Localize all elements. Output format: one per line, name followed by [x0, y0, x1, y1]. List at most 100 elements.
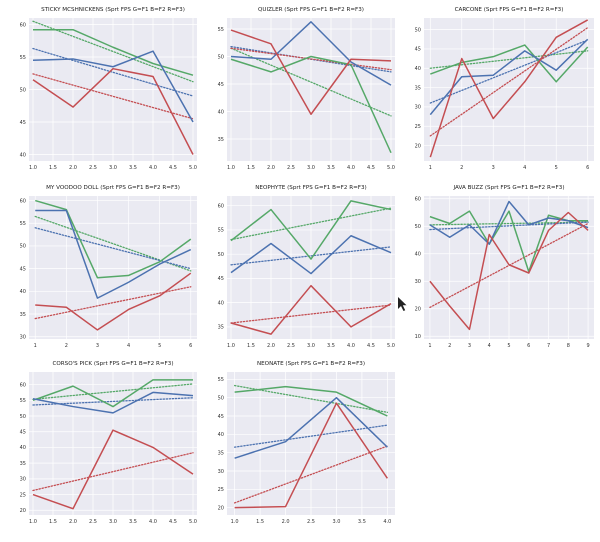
y-tick-label: 40: [415, 66, 421, 72]
trend-line-red: [32, 452, 194, 492]
x-tick-label: 1.0: [231, 519, 239, 525]
x-tick-label: 1: [34, 343, 37, 349]
x-tick-label: 3: [468, 343, 471, 349]
x-tick-label: 3: [96, 343, 99, 349]
x-tick-label: 1.5: [49, 165, 57, 171]
series-line-red: [32, 429, 194, 510]
y-tick-label: 30: [20, 477, 26, 483]
series-line-blue: [429, 200, 589, 245]
y-tick-label: 40: [218, 432, 224, 438]
trend-line-blue: [429, 221, 589, 231]
x-tick-label: 4.5: [169, 519, 177, 525]
x-tick-label: 2.5: [287, 343, 295, 349]
x-tick-label: 5.0: [387, 165, 395, 171]
y-tick-label: 50: [218, 395, 224, 401]
y-tick-label: 20: [415, 143, 421, 149]
y-tick-label: 50: [218, 252, 224, 258]
x-tick-label: 4: [127, 343, 130, 349]
series-line-green: [230, 200, 392, 260]
x-tick-label: 1: [429, 165, 432, 171]
series-line-blue: [32, 391, 194, 414]
y-tick-label: 50: [20, 414, 26, 420]
x-tick-label: 3.5: [129, 165, 137, 171]
x-tick-label: 4.0: [383, 519, 391, 525]
trend-line-blue: [32, 47, 194, 97]
y-tick-label: 30: [20, 335, 26, 341]
series-line-red: [234, 402, 388, 509]
x-tick-label: 1.0: [29, 519, 37, 525]
trend-line-green: [230, 47, 392, 117]
y-tick-label: 55: [218, 377, 224, 383]
y-tick-label: 55: [20, 398, 26, 404]
x-tick-label: 1.5: [247, 343, 255, 349]
x-tick-label: 2: [448, 343, 451, 349]
chart-title: JAVA BUZZ (Sprt FPS G=F1 B=F2 R=F3): [452, 185, 564, 191]
chart-panel: 1.0 1.5 2.0 2.5 3.0 3.5 4.0 20 25 30 35 40 45 50 55 NEO…: [218, 361, 395, 525]
x-tick-label: 5.0: [189, 519, 197, 525]
x-tick-label: 3.0: [109, 519, 117, 525]
x-tick-label: 1.5: [247, 165, 255, 171]
chart-panels: 1.0 1.5 2.0 2.5 3.0 3.5 4.0 4.5 5.04045505560STI…: [20, 7, 594, 525]
y-tick-label: 25: [218, 487, 224, 493]
y-tick-label: 50: [20, 87, 26, 93]
y-tick-label: 60: [20, 22, 26, 28]
series-line-red: [230, 29, 392, 115]
x-tick-label: 1.0: [227, 343, 235, 349]
x-tick-label: 4.0: [347, 343, 355, 349]
y-tick-label: 55: [218, 27, 224, 33]
series-line-blue: [35, 209, 192, 299]
y-tick-label: 35: [218, 137, 224, 143]
chart-panel: 1.0 1.5 2.0 2.5 3.0 3.5 4.0 4.5 5.0 40 45 50 55 60 STI…: [20, 7, 197, 171]
y-tick-label: 55: [20, 55, 26, 61]
x-tick-label: 3.0: [307, 343, 315, 349]
trend-line-blue: [429, 39, 589, 104]
y-tick-label: 20: [20, 508, 26, 514]
plot-area: [29, 196, 197, 339]
series-line-green: [430, 44, 589, 83]
plot-area: [424, 18, 594, 161]
chart-title: NEONATE (Sprt FPS G=F1 B=F2 R=F3): [257, 361, 365, 367]
series-line-blue: [230, 21, 392, 86]
x-tick-label: 2.0: [267, 165, 275, 171]
chart-title: MY VOODOO DOLL (Sprt FPS G=F1 B=F2 R=F3): [46, 185, 180, 191]
trend-line-green: [429, 221, 589, 226]
trend-line-red: [230, 304, 392, 324]
x-tick-label: 7: [547, 343, 550, 349]
x-tick-label: 1.0: [227, 165, 235, 171]
chart-title: STICKY MCSHNICKENS (Sprt FPS G=F1 B=F2 R…: [41, 7, 185, 13]
x-tick-label: 5.0: [387, 343, 395, 349]
x-tick-label: 2.0: [282, 519, 290, 525]
x-tick-label: 4: [488, 343, 491, 349]
x-tick-label: 3: [492, 165, 495, 171]
y-tick-label: 35: [20, 461, 26, 467]
trend-line-red: [230, 47, 392, 71]
x-tick-label: 3.5: [129, 519, 137, 525]
series-line-green: [234, 385, 388, 417]
trend-line-blue: [233, 424, 389, 448]
x-tick-label: 1.0: [29, 165, 37, 171]
y-tick-label: 30: [218, 469, 224, 475]
y-tick-label: 25: [20, 492, 26, 498]
y-tick-label: 45: [20, 120, 26, 126]
x-tick-label: 2.0: [69, 519, 77, 525]
x-tick-label: 1: [428, 343, 431, 349]
series-line-red: [429, 211, 589, 331]
y-tick-label: 45: [218, 414, 224, 420]
y-tick-label: 60: [415, 197, 421, 203]
x-tick-label: 6: [586, 165, 589, 171]
x-tick-label: 4.5: [169, 165, 177, 171]
series-line-red: [32, 67, 194, 155]
x-tick-label: 8: [567, 343, 570, 349]
series-line-green: [230, 55, 392, 154]
chart-panel: 1.0 1.5 2.0 2.5 3.0 3.5 4.0 4.5 5.0 20 25 30 35 40 45 5…: [20, 361, 197, 525]
y-tick-label: 35: [218, 450, 224, 456]
trend-line-green: [429, 50, 589, 69]
y-tick-label: 25: [415, 124, 421, 130]
x-tick-label: 4.0: [149, 165, 157, 171]
y-tick-label: 60: [20, 198, 26, 204]
x-tick-label: 3.5: [327, 165, 335, 171]
x-tick-label: 5: [158, 343, 161, 349]
y-tick-label: 60: [218, 203, 224, 209]
x-tick-label: 5: [507, 343, 510, 349]
